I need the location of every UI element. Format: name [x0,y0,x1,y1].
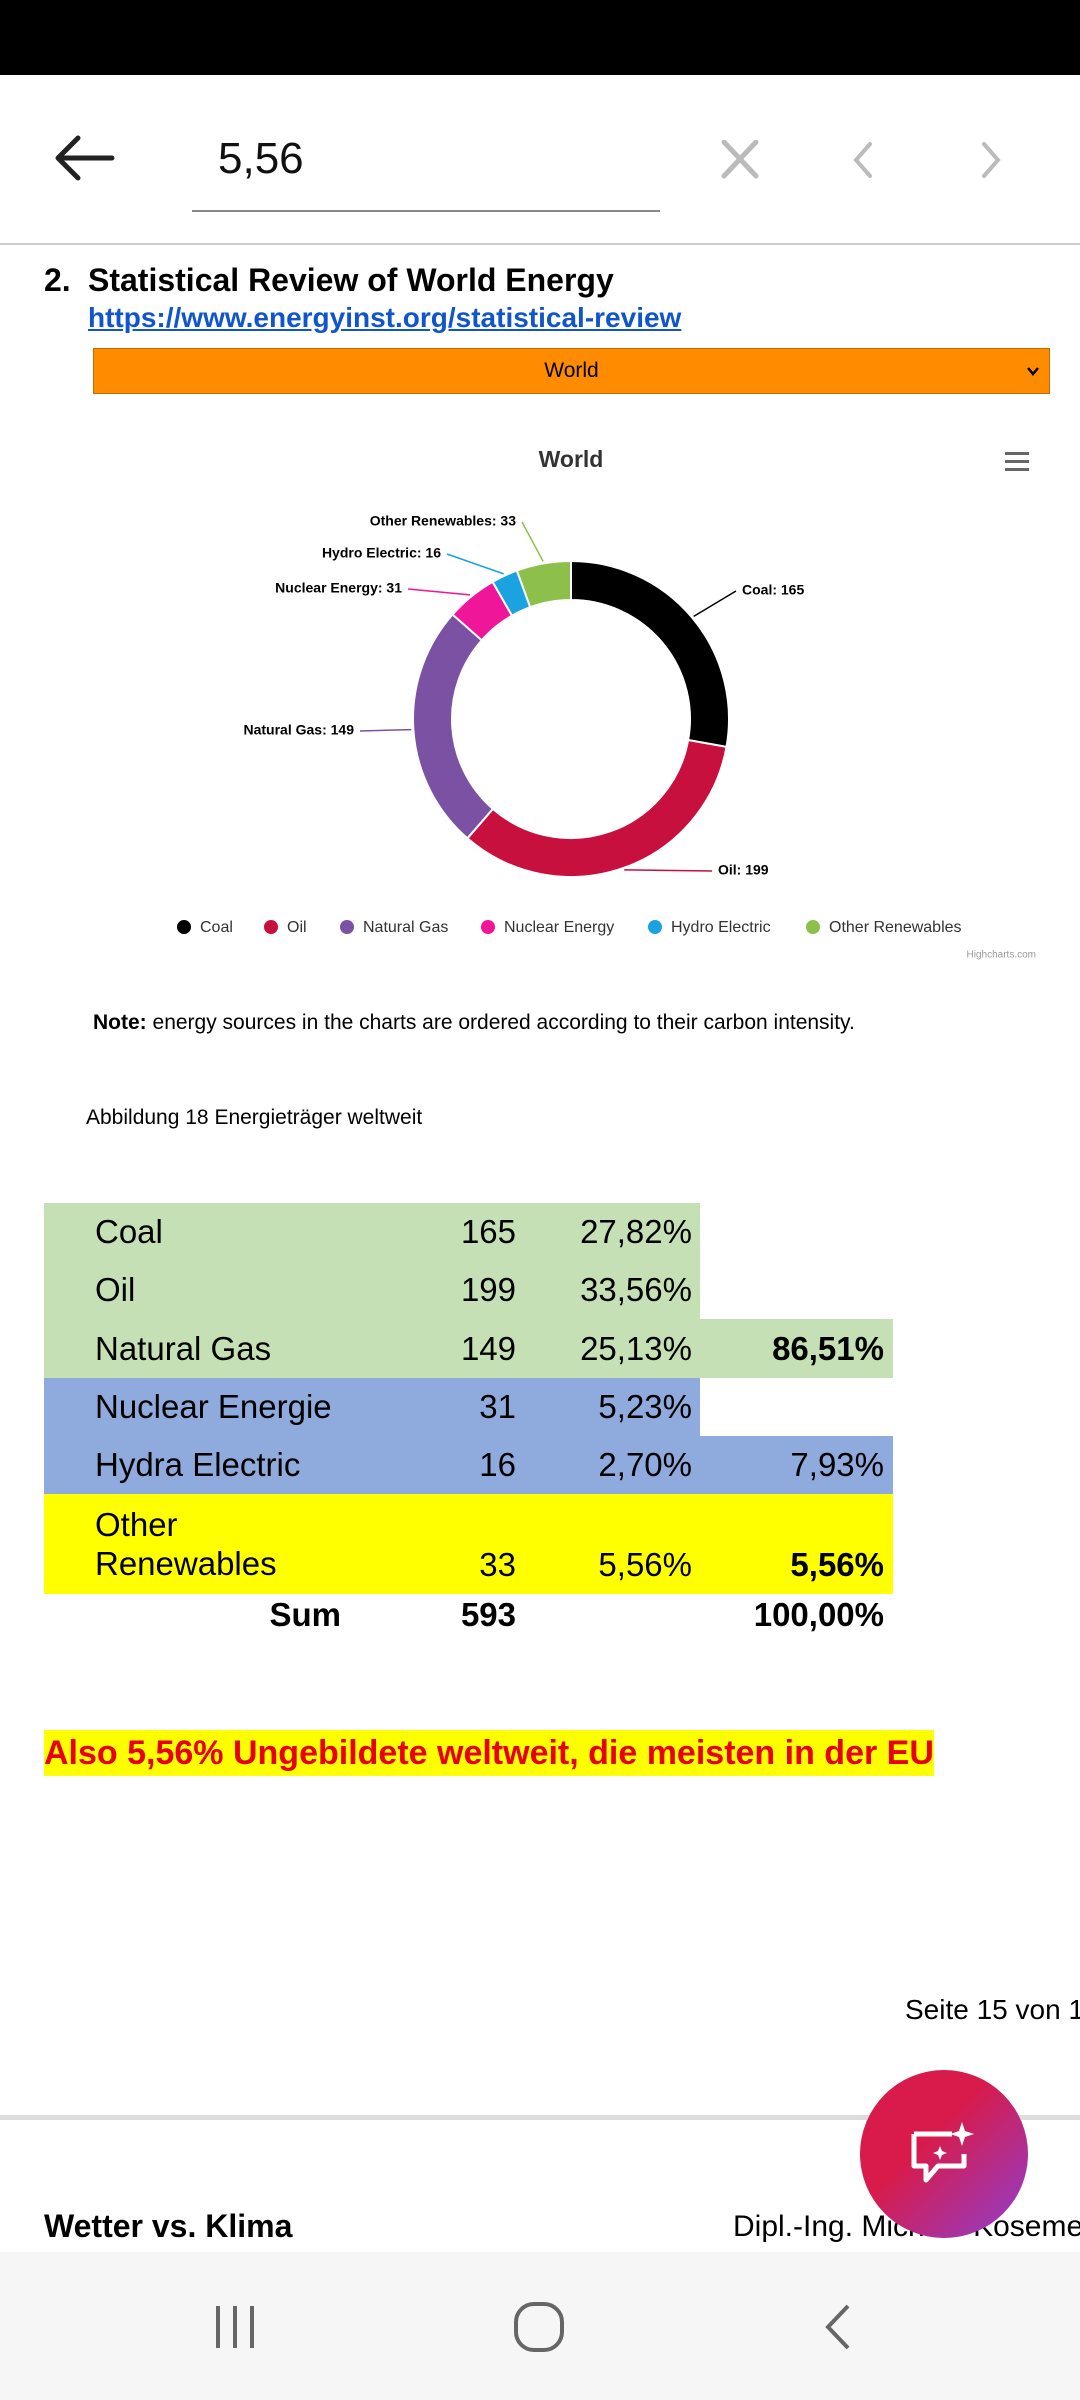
search-text: 5,56 [218,134,304,183]
heading-title: Statistical Review of World Energy [88,262,614,298]
data-label: Oil: 199 [718,862,769,878]
table-name: Other Renewables [44,1494,464,1594]
chart-credit: Highcharts.com [967,950,1036,961]
label-connector [407,588,471,596]
legend-marker [264,920,278,934]
menu-line [1005,468,1029,471]
home-button[interactable] [512,2300,566,2354]
heading-number: 2. [44,262,71,298]
table-group: 5,56% [700,1494,893,1594]
data-label: Nuclear Energy: 31 [275,580,402,596]
label-connector [624,869,713,872]
dropdown-chevron [1027,367,1039,376]
table-name: Nuclear Energie [44,1378,464,1436]
label-connector [521,521,544,562]
legend-marker [340,920,354,934]
legend-label: Oil [287,919,307,936]
sum-label: Sum [269,1596,341,1633]
label-connector [693,590,737,617]
clear-button[interactable] [718,140,766,180]
recent-apps-button[interactable] [210,2302,260,2352]
table-name-text: Other Renewables [95,1506,277,1582]
data-label: Natural Gas: 149 [244,722,355,738]
menu-line [1005,452,1029,455]
table-share: 27,82% [525,1203,700,1261]
table-name: Oil [44,1261,464,1319]
sum-value: 593 [460,1596,516,1633]
label-connector [446,553,504,575]
table-group: 86,51% [700,1319,893,1378]
table-value: 33 [464,1494,525,1594]
table-name: Coal [44,1203,464,1261]
page-separator [0,2115,1080,2120]
donut-slice [570,559,730,749]
data-label: Hydro Electric: 16 [322,545,441,561]
chart-title: World [539,446,604,472]
next-result-button[interactable] [974,140,1010,180]
previous-result-button[interactable] [846,140,882,180]
table-value: 31 [464,1378,525,1436]
table-name: Hydra Electric [44,1436,464,1494]
dropdown-value: World [544,359,599,382]
note-label: Note: [93,1011,147,1034]
legend-label: Coal [200,919,233,936]
legend-marker [177,920,191,934]
donut-chart: World Coal: 165 Coal Oil: 199 Oil Natural Ga… [177,446,1036,961]
table-group: 7,93% [700,1436,893,1494]
navigation-bar [0,2252,1080,2400]
legend-marker [806,920,820,934]
region-dropdown[interactable]: World [93,348,1050,394]
table-share: 2,70% [525,1436,700,1494]
footer-left: Wetter vs. Klima [44,2208,293,2244]
page-number: Seite 15 von 1 [905,1994,1080,2025]
table-share: 5,23% [525,1378,700,1436]
search-field[interactable]: 5,56 [192,120,660,212]
table-share: 33,56% [525,1261,700,1319]
divider [0,243,1080,245]
chart-menu[interactable] [1005,452,1029,471]
back-button[interactable] [50,132,116,184]
menu-line [1005,460,1029,463]
status-bar [0,0,1080,75]
data-label: Other Renewables: 33 [370,513,516,529]
legend-marker [481,920,495,934]
donut-slice [515,559,572,609]
sum-share: 100,00% [753,1596,884,1633]
data-label: Coal: 165 [742,582,804,598]
legend-label: Other Renewables [829,919,962,936]
assistant-button[interactable] [860,2070,1028,2238]
caption: Abbildung 18 Energieträger weltweit [86,1106,423,1129]
table-value: 165 [461,1203,525,1261]
legend-label: Hydro Electric [671,919,771,936]
table-value: 199 [461,1261,525,1319]
donut-slice [412,613,495,840]
note-text: energy sources in the charts are ordered… [152,1011,855,1034]
legend-label: Nuclear Energy [504,919,614,936]
back-nav-button[interactable] [818,2302,858,2352]
link[interactable]: https://www.energyinst.org/statistical-r… [88,302,682,333]
label-connector [359,728,412,732]
legend-marker [648,920,662,934]
note: Note: energy sources in the charts are o… [93,1011,855,1035]
table-share: 5,56% [525,1494,700,1594]
assistant-icon [911,2122,974,2183]
table-share: 25,13% [525,1319,700,1378]
table-value: 149 [461,1319,525,1378]
legend-label: Natural Gas [363,919,448,936]
highlight: Also 5,56% Ungebildete weltweit, die mei… [44,1730,934,1776]
donut-slice [465,738,728,878]
table-value: 16 [464,1436,525,1494]
table-name: Natural Gas [44,1319,464,1378]
